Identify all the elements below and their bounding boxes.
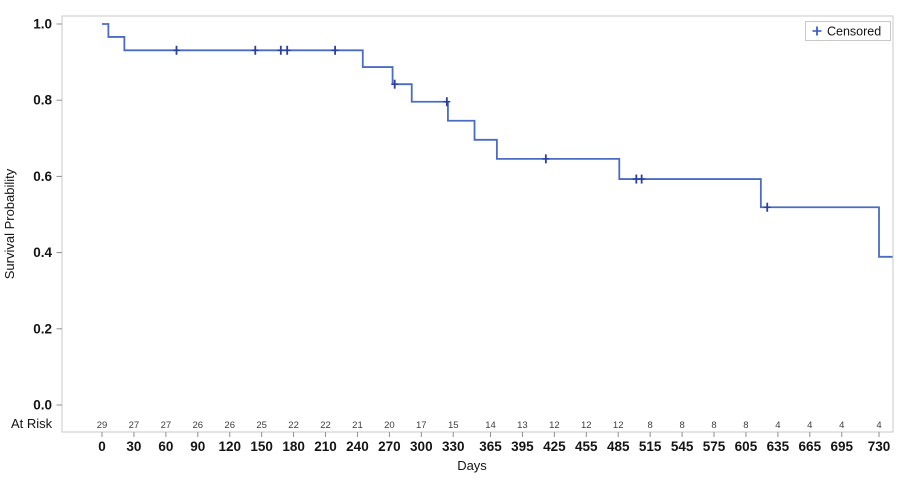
at-risk-count: 21 [352, 420, 363, 431]
at-risk-count: 4 [876, 420, 881, 431]
at-risk-count: 22 [320, 420, 331, 431]
x-tick-label: 240 [346, 439, 369, 454]
at-risk-count: 25 [256, 420, 267, 431]
x-tick-label: 210 [314, 439, 337, 454]
y-tick-label: 0.0 [33, 398, 52, 413]
censor-mark [763, 202, 771, 212]
x-tick-label: 515 [639, 439, 662, 454]
at-risk-count: 12 [549, 420, 560, 431]
censor-mark [391, 79, 399, 89]
at-risk-count: 4 [807, 420, 812, 431]
y-tick-label: 0.8 [33, 93, 52, 108]
x-tick-label: 575 [703, 439, 726, 454]
y-tick-label: 0.2 [33, 321, 52, 336]
at-risk-count: 8 [679, 420, 684, 431]
x-tick-label: 635 [767, 439, 790, 454]
censor-mark [443, 97, 451, 107]
at-risk-count: 26 [224, 420, 235, 431]
x-tick-label: 605 [735, 439, 758, 454]
censor-mark [251, 45, 259, 55]
censor-mark [277, 45, 285, 55]
x-tick-label: 180 [282, 439, 305, 454]
x-tick-label: 120 [218, 439, 241, 454]
at-risk-count: 8 [648, 420, 653, 431]
x-tick-label: 300 [410, 439, 433, 454]
x-tick-label: 395 [511, 439, 534, 454]
at-risk-row: 29 27 27 26 26 25 22 22 21 20 17 15 14 13 12 12 12 8 8 8 8 4 4… [97, 420, 882, 431]
x-tick-label: 485 [607, 439, 630, 454]
censor-mark [542, 154, 550, 164]
x-tick-label: 545 [671, 439, 694, 454]
censor-mark [638, 174, 646, 184]
at-risk-count: 15 [448, 420, 459, 431]
y-axis-title: Survival Probability [2, 168, 17, 279]
x-tick-label: 90 [190, 439, 205, 454]
plot-frame [61, 15, 894, 433]
at-risk-count: 12 [581, 420, 592, 431]
at-risk-count: 27 [161, 420, 172, 431]
at-risk-count: 8 [743, 420, 748, 431]
censor-marks [173, 45, 771, 212]
at-risk-count: 14 [485, 420, 496, 431]
survival-curve [102, 23, 893, 258]
legend-box [805, 21, 891, 41]
x-axis-title: Days [457, 458, 487, 473]
x-axis: 0 30 60 90 120 150 180 210 240 270 300 330 365 395 425… [98, 432, 890, 454]
x-tick-label: 730 [868, 439, 891, 454]
x-tick-label: 665 [799, 439, 822, 454]
at-risk-count: 4 [775, 420, 780, 431]
x-tick-label: 0 [98, 439, 106, 454]
at-risk-count: 27 [129, 420, 140, 431]
at-risk-label: At Risk [11, 416, 53, 431]
x-tick-label: 30 [126, 439, 141, 454]
y-tick-label: 1.0 [33, 17, 52, 32]
y-tick-label: 0.6 [33, 169, 52, 184]
at-risk-count: 12 [613, 420, 624, 431]
x-tick-label: 365 [479, 439, 502, 454]
at-risk-count: 29 [97, 420, 108, 431]
at-risk-count: 8 [711, 420, 716, 431]
censor-mark [283, 45, 291, 55]
x-tick-label: 330 [442, 439, 465, 454]
x-tick-label: 60 [158, 439, 173, 454]
at-risk-count: 17 [416, 420, 427, 431]
censored-plus-icon [812, 26, 822, 36]
x-tick-label: 425 [543, 439, 566, 454]
x-tick-label: 150 [250, 439, 273, 454]
x-tick-label: 695 [830, 439, 853, 454]
censor-mark [331, 45, 339, 55]
at-risk-count: 20 [384, 420, 395, 431]
at-risk-count: 22 [288, 420, 299, 431]
legend-label: Censored [827, 25, 881, 39]
censor-mark [173, 45, 181, 55]
at-risk-count: 4 [839, 420, 844, 431]
x-tick-label: 455 [575, 439, 598, 454]
y-tick-label: 0.4 [33, 245, 52, 260]
at-risk-count: 26 [193, 420, 204, 431]
x-tick-label: 270 [378, 439, 401, 454]
legend: Censored [805, 21, 891, 41]
y-axis: 0.0 0.2 0.4 0.6 0.8 1.0 [33, 17, 62, 413]
at-risk-count: 13 [517, 420, 528, 431]
